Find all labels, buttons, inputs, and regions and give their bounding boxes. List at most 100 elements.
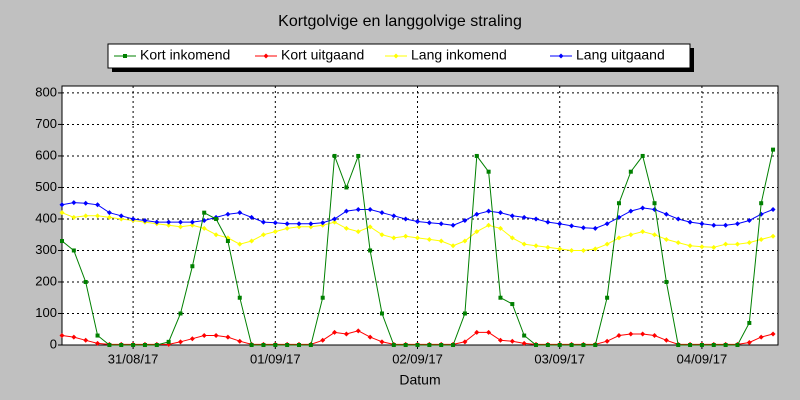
marker [533,216,539,222]
y-tick-label: 500 [35,179,57,194]
marker [688,343,693,347]
x-tick-label: 01/09/17 [250,351,301,366]
marker [367,334,373,340]
marker [320,295,325,300]
marker [628,331,634,337]
marker [308,221,314,227]
marker [106,214,112,220]
marker [131,343,136,347]
marker [723,343,728,347]
marker [343,331,349,337]
marker [545,244,551,250]
marker [166,219,172,225]
marker [332,216,338,222]
marker [237,295,242,300]
marker [663,337,669,343]
marker [462,218,468,224]
marker [201,225,207,231]
legend [107,43,691,69]
x-tick-label: 02/09/17 [392,351,443,366]
marker [142,218,148,224]
marker [462,311,467,316]
marker [687,243,693,249]
marker [391,235,397,241]
marker [379,232,385,238]
marker [652,201,657,206]
marker [558,53,564,59]
marker [178,311,183,316]
marker [379,210,385,216]
marker [343,208,349,214]
marker [486,329,492,335]
marker [497,337,503,343]
marker [123,54,127,58]
marker [95,213,101,219]
marker [533,243,539,249]
marker [426,236,432,242]
marker [308,343,313,347]
marker [474,153,479,158]
marker [580,225,586,231]
legend-label: Kort inkomend [140,47,230,63]
marker [71,334,77,340]
marker [569,343,574,347]
marker [71,248,76,253]
marker [343,225,349,231]
marker [344,185,349,190]
marker [675,240,681,246]
marker [676,343,681,347]
marker [71,200,77,206]
marker [391,343,396,347]
marker [604,338,610,344]
y-tick-label: 300 [35,242,57,257]
legend-label: Lang inkomend [411,47,507,63]
y-tick-label: 600 [35,147,57,162]
marker [189,219,195,225]
marker [320,222,326,228]
marker [616,201,621,206]
marker [106,210,112,216]
marker [474,211,480,217]
marker [652,232,658,238]
marker [497,210,503,216]
marker [770,207,776,213]
marker [450,222,456,228]
marker [640,205,646,211]
marker [486,169,491,174]
marker [285,343,290,347]
marker [759,201,764,206]
marker [462,238,468,244]
marker [427,343,432,347]
marker [320,337,326,343]
marker [426,220,432,226]
marker [605,295,610,300]
marker [545,219,551,225]
marker [415,218,421,224]
marker [332,219,338,225]
marker [462,339,468,345]
marker [201,333,207,339]
marker [415,343,420,347]
marker [237,338,243,344]
marker [451,343,456,347]
marker [59,333,65,339]
marker [261,343,266,347]
marker [415,235,421,241]
marker [272,229,278,235]
marker [663,211,669,217]
marker [663,236,669,242]
marker [95,333,100,338]
marker [189,222,195,228]
marker [119,343,124,347]
marker [770,233,776,239]
marker [367,207,373,213]
marker [734,241,740,247]
marker [652,333,658,339]
marker [746,339,752,345]
legend-label: Lang uitgaand [576,47,665,63]
marker [83,337,89,343]
marker [308,224,314,230]
marker [202,210,207,215]
marker [723,222,729,228]
